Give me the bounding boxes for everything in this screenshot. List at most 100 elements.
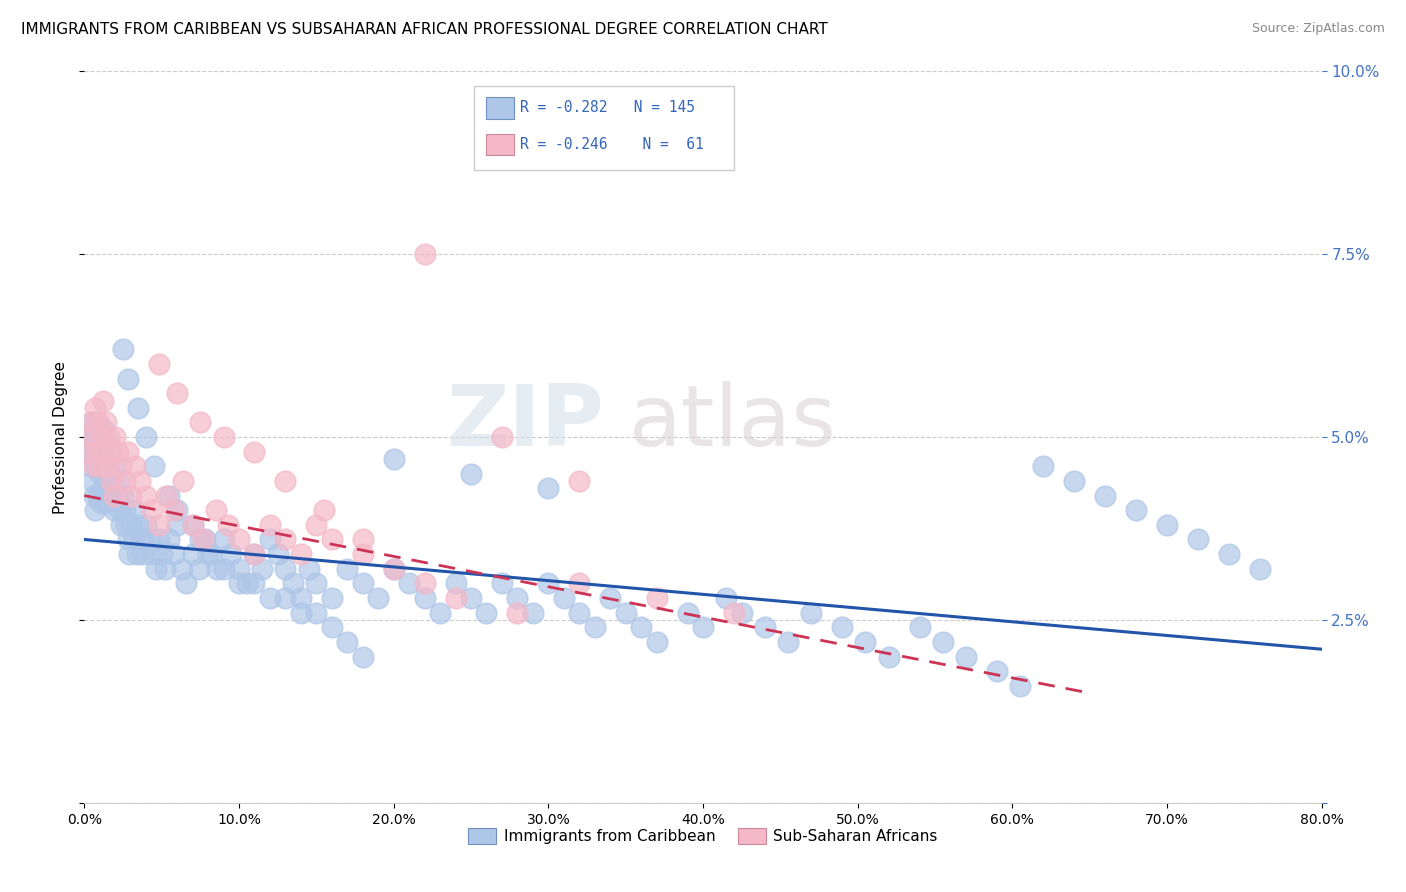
- Point: [104, 430, 127, 444]
- Point: [413, 576, 436, 591]
- Point: [181, 517, 204, 532]
- Point: [537, 481, 560, 495]
- Point: [1218, 547, 1240, 561]
- Point: [87, 416, 110, 430]
- Point: [630, 620, 652, 634]
- Point: [76, 444, 98, 458]
- Point: [83, 430, 105, 444]
- Point: [1063, 474, 1085, 488]
- Point: [181, 517, 204, 532]
- Point: [614, 606, 637, 620]
- Point: [352, 649, 374, 664]
- Point: [731, 606, 754, 620]
- Point: [800, 606, 823, 620]
- Point: [148, 533, 170, 547]
- Point: [79, 416, 101, 430]
- Point: [205, 503, 228, 517]
- Point: [321, 591, 343, 605]
- Point: [188, 416, 211, 430]
- Point: [382, 452, 405, 467]
- Point: [135, 517, 157, 532]
- Point: [413, 247, 436, 261]
- Point: [274, 474, 297, 488]
- Point: [96, 481, 118, 495]
- Point: [290, 591, 312, 605]
- Point: [228, 576, 250, 591]
- Point: [148, 357, 170, 371]
- Point: [89, 467, 111, 481]
- Point: [188, 533, 211, 547]
- Point: [274, 562, 297, 576]
- Point: [429, 606, 451, 620]
- Point: [87, 444, 110, 458]
- Point: [228, 533, 250, 547]
- Point: [305, 576, 328, 591]
- Point: [986, 664, 1008, 678]
- Point: [98, 430, 121, 444]
- Point: [382, 562, 405, 576]
- Point: [93, 423, 115, 437]
- Point: [94, 416, 117, 430]
- Point: [776, 635, 799, 649]
- Point: [243, 547, 266, 561]
- Point: [82, 416, 104, 430]
- Point: [297, 562, 319, 576]
- Point: [159, 533, 180, 547]
- Point: [114, 503, 136, 517]
- Point: [91, 393, 114, 408]
- Point: [172, 474, 194, 488]
- Point: [127, 517, 149, 532]
- Point: [367, 591, 389, 605]
- Point: [90, 430, 112, 444]
- Point: [100, 474, 122, 488]
- Point: [491, 430, 513, 444]
- Point: [91, 437, 114, 451]
- Point: [877, 649, 900, 664]
- Legend: Immigrants from Caribbean, Sub-Saharan Africans: Immigrants from Caribbean, Sub-Saharan A…: [463, 822, 943, 850]
- Point: [163, 547, 186, 561]
- Point: [243, 547, 266, 561]
- Point: [90, 496, 112, 510]
- Point: [723, 606, 745, 620]
- Point: [96, 459, 118, 474]
- Point: [141, 503, 163, 517]
- Point: [676, 606, 699, 620]
- Point: [83, 459, 105, 474]
- Point: [107, 444, 129, 458]
- Point: [444, 576, 467, 591]
- Point: [93, 467, 115, 481]
- Point: [103, 489, 125, 503]
- Point: [98, 467, 121, 481]
- Point: [955, 649, 977, 664]
- Point: [103, 503, 125, 517]
- Point: [90, 452, 112, 467]
- Point: [138, 533, 160, 547]
- Point: [84, 503, 107, 517]
- Point: [176, 576, 198, 591]
- Point: [181, 547, 204, 561]
- Point: [460, 591, 482, 605]
- Point: [1094, 489, 1116, 503]
- Point: [250, 562, 273, 576]
- Point: [187, 562, 209, 576]
- Point: [125, 547, 148, 561]
- Point: [143, 459, 166, 474]
- Point: [506, 591, 529, 605]
- Point: [132, 547, 155, 561]
- Point: [444, 591, 467, 605]
- Point: [568, 474, 591, 488]
- Point: [212, 562, 235, 576]
- Point: [94, 496, 117, 510]
- Text: IMMIGRANTS FROM CARIBBEAN VS SUBSAHARAN AFRICAN PROFESSIONAL DEGREE CORRELATION : IMMIGRANTS FROM CARIBBEAN VS SUBSAHARAN …: [21, 22, 828, 37]
- Point: [305, 517, 328, 532]
- Point: [117, 444, 139, 458]
- Point: [110, 517, 132, 532]
- Point: [305, 606, 328, 620]
- Point: [135, 430, 157, 444]
- Point: [583, 620, 606, 634]
- Point: [114, 474, 136, 488]
- FancyBboxPatch shape: [474, 86, 734, 170]
- Point: [117, 371, 139, 385]
- Text: atlas: atlas: [628, 381, 837, 464]
- Point: [352, 576, 374, 591]
